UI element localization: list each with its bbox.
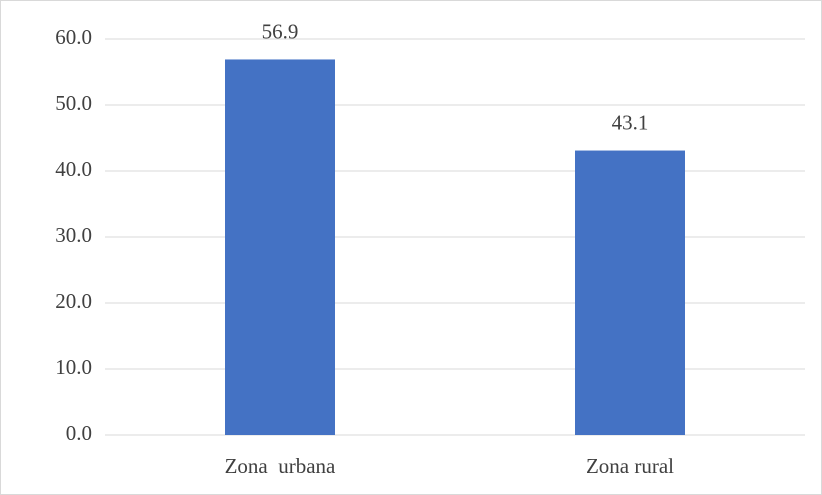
x-tick-label: Zona urbana bbox=[225, 454, 336, 478]
y-tick-label: 0.0 bbox=[66, 421, 92, 445]
y-tick-label: 40.0 bbox=[55, 157, 92, 181]
data-label: 56.9 bbox=[262, 19, 299, 43]
y-tick-label: 20.0 bbox=[55, 289, 92, 313]
y-tick-label: 30.0 bbox=[55, 223, 92, 247]
y-tick-label: 60.0 bbox=[55, 25, 92, 49]
y-tick-label: 10.0 bbox=[55, 355, 92, 379]
bar bbox=[225, 59, 335, 436]
y-tick-label: 50.0 bbox=[55, 91, 92, 115]
x-tick-label: Zona rural bbox=[586, 454, 674, 478]
bar bbox=[575, 150, 685, 436]
data-label: 43.1 bbox=[612, 110, 649, 134]
